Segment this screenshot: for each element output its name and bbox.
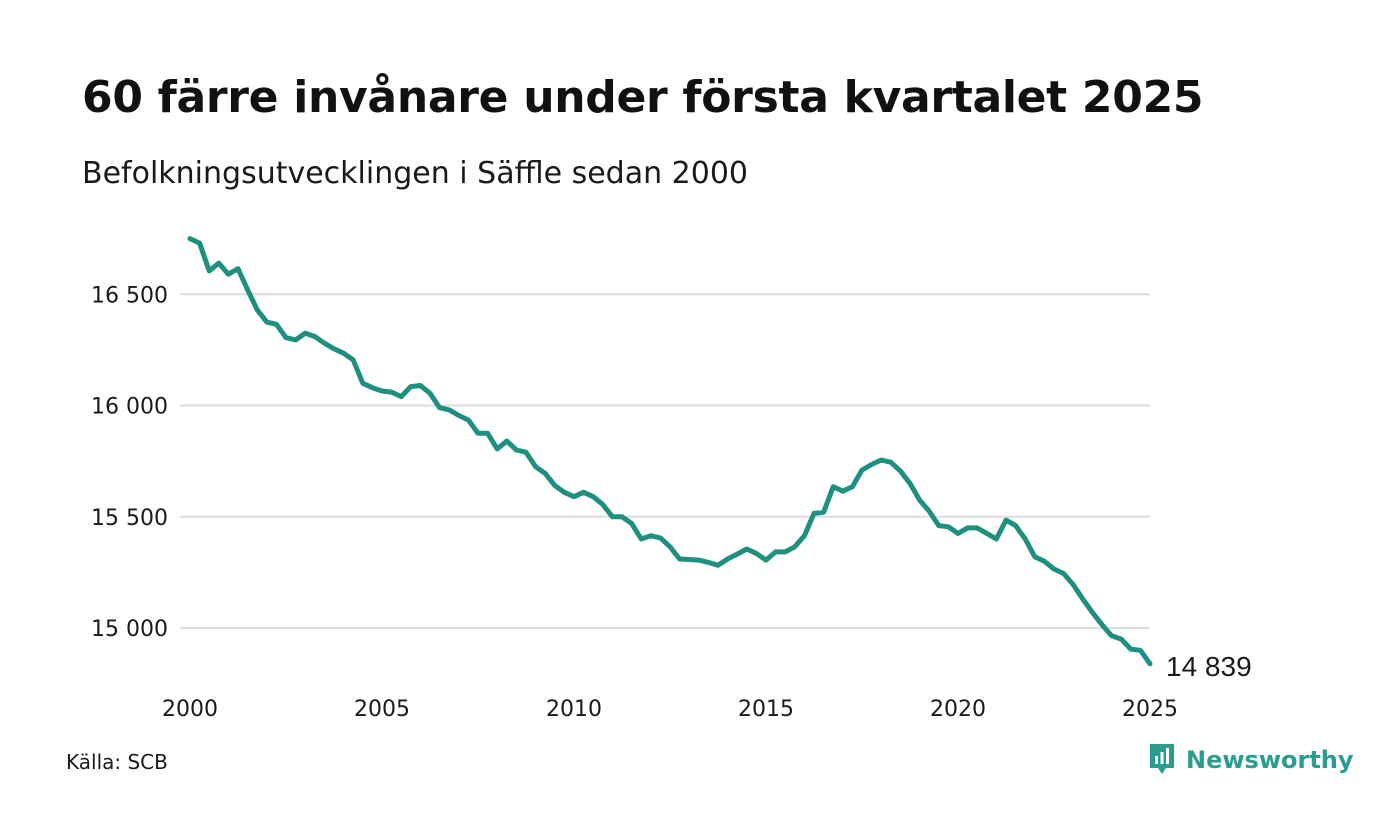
- x-tick-label: 2020: [930, 697, 986, 722]
- y-tick-label: 15 500: [91, 506, 168, 531]
- end-value-label: 14 839: [1166, 651, 1252, 682]
- gridlines: [180, 293, 1150, 629]
- x-tick-label: 2010: [546, 697, 602, 722]
- chart-subtitle: Befolkningsutvecklingen i Säffle sedan 2…: [82, 156, 748, 191]
- brand-name: Newsworthy: [1186, 746, 1354, 774]
- x-tick-label: 2025: [1122, 697, 1178, 722]
- x-tick-label: 2000: [162, 697, 218, 722]
- newsworthy-logo-icon: [1150, 744, 1174, 774]
- brand-logo: Newsworthy: [1148, 742, 1354, 778]
- x-tick-label: 2015: [738, 697, 794, 722]
- x-tick-label: 2005: [354, 697, 410, 722]
- chart-title: 60 färre invånare under första kvartalet…: [82, 72, 1204, 123]
- y-tick-label: 16 500: [91, 283, 168, 308]
- population-line: [187, 236, 1153, 667]
- y-tick-label: 15 000: [91, 617, 168, 642]
- source-note: Källa: SCB: [66, 750, 168, 774]
- x-axis-ticks: 2000 2005 2010 2015 2020 2025: [162, 697, 1178, 722]
- y-tick-label: 16 000: [91, 395, 168, 420]
- y-axis-ticks: 15 000 15 500 16 000 16 500: [91, 283, 168, 642]
